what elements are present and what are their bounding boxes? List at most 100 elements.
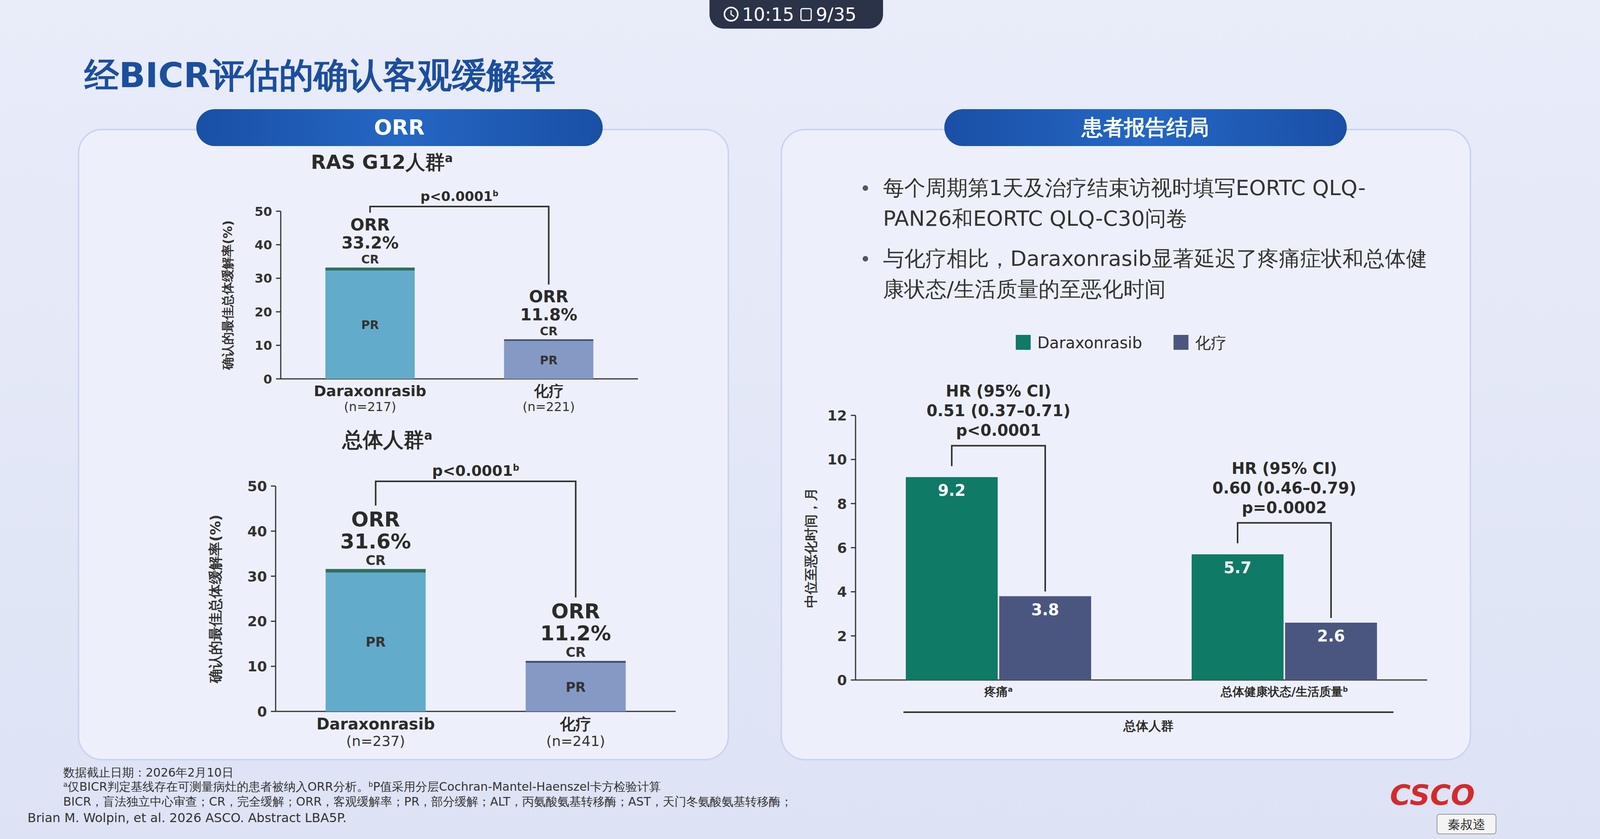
y-tick [276,311,281,313]
background [0,0,1600,839]
y-tick [270,485,276,487]
x-tick-label: 化疗 [533,382,564,400]
note-mark: a [444,151,453,165]
segment-label: CR [565,644,586,661]
note-mark: b [368,780,374,789]
y-axis-title: 中位至恶化时间，月 [802,487,819,608]
hr-annotation: HR (95% CI) [1231,459,1338,478]
left-panel [78,129,729,760]
p-value: p<0.0001b [420,188,499,205]
legend-label: Daraxonrasib [1037,333,1143,352]
y-tick [850,635,856,637]
right-header-pill [944,109,1347,147]
hr-annotation: 0.60 (0.46–0.79) [1212,479,1357,498]
bullet-dot [862,256,869,262]
x-tick-sublabel: (n=217) [343,399,397,415]
bar-segment [525,662,626,712]
bullet-text: 每个周期第1天及治疗结束访视时填写EORTC QLQ-PAN26和EORTC Q… [883,175,1366,231]
hr-annotation: 0.51 (0.37–0.71) [926,401,1071,420]
chart-title: RAS G12人群a [310,150,454,174]
y-tick-label: 40 [254,237,273,253]
y-tick [276,244,281,246]
data-label: 3.8 [1031,600,1060,619]
chart-title: 总体人群a [341,427,433,452]
note-mark: b [512,462,520,473]
y-tick-label: 10 [827,451,847,468]
segment-label: PR [565,679,586,695]
hr-annotation: HR (95% CI) [945,382,1052,401]
bar [905,477,998,681]
y-tick-label: 4 [837,583,847,600]
y-tick [850,458,856,461]
text-run: P值采用分层Cochran-Mantel-Haenszel卡方检验计算 [373,779,661,794]
speaker-name: 秦叔逵 [1447,817,1486,832]
slide: 10:159/35经BICR评估的确认客观缓解率ORR患者报告结局0102030… [0,0,1600,839]
segment-label: CR [539,324,558,339]
x-tick-sublabel: (n=237) [346,733,406,750]
note-mark: b [1342,685,1348,694]
y-tick [850,679,856,681]
y-tick [270,530,276,532]
x-tick-label: Daraxonrasib [316,714,436,734]
segment-label: PR [539,353,558,368]
reference: Brian M. Wolpin, et al. 2026 ASCO. Abstr… [27,810,347,826]
y-tick [270,665,276,668]
timer-page: 9/35 [815,3,857,26]
clock-hands [731,10,735,17]
total-label: 11.2% [540,621,611,646]
page: 10:159/35经BICR评估的确认客观缓解率ORR患者报告结局0102030… [0,0,1600,839]
x-tick-label: Daraxonrasib [313,382,427,400]
data-label: 2.6 [1317,627,1346,646]
significance-bracket [370,206,549,285]
legend-label: 化疗 [1195,333,1227,352]
y-tick [850,502,856,505]
hr-bracket [951,445,1046,592]
group-line [903,711,1394,714]
y-tick [276,344,281,346]
note-mark: a [63,780,68,789]
y-tick [270,575,276,577]
bullet: 每个周期第1天及治疗结束访视时填写EORTC QLQ-PAN26和EORTC Q… [862,172,1429,235]
left-header-pill [196,109,603,147]
bar [999,596,1092,681]
timer-pill [709,0,884,29]
x-tick-label: 总体健康状态/生活质量b [1220,684,1348,699]
note-mark: a [1007,685,1013,694]
group-label: 总体人群 [1122,718,1174,734]
marks [325,568,626,712]
total-name: ORR [351,507,401,532]
footnote: 数据截止日期：2026年2月10日 [63,765,234,780]
x-tick-label: 化疗 [559,714,592,734]
y-axis-title: 确认的最佳总体缓解率(%) [220,220,236,371]
total-name: ORR [551,599,600,624]
timer-time: 10:15 [742,3,795,26]
y-tick-label: 40 [247,523,267,540]
y-axis [275,486,277,712]
x-tick-label: 疼痛a [983,684,1013,699]
bullet-text: 与化疗相比，Daraxonrasib显著延迟了疼痛症状和总体健康状态/生活质量的… [883,246,1428,302]
page-icon [800,8,812,21]
y-tick-label: 50 [254,204,273,220]
y-tick-label: 10 [254,338,273,353]
y-tick-label: 50 [247,478,267,495]
y-tick-label: 2 [837,628,847,645]
x-tick-sublabel: (n=241) [546,733,606,750]
bar-segment [504,340,594,379]
text-run: 仅BICR判定基线存在可测量病灶的患者被纳入ORR分析。 [67,779,369,794]
y-tick-label: 0 [257,703,267,720]
segment-label: PR [361,318,379,332]
y-tick [850,547,856,549]
marks [325,267,594,379]
data-label: 9.2 [938,481,966,500]
data-label: 5.7 [1223,558,1252,577]
bullet: 与化疗相比，Daraxonrasib显著延迟了疼痛症状和总体健康状态/生活质量的… [862,243,1429,305]
slide-title: 经BICR评估的确认客观缓解率 [83,54,556,96]
note-mark: a [424,428,433,443]
y-tick-label: 30 [247,568,267,585]
hr-annotation: p<0.0001 [956,421,1042,440]
bar-segment [325,267,416,271]
hr-bracket [1237,522,1332,619]
bar-segment [325,572,426,712]
segment-label: PR [365,634,386,650]
y-axis [280,211,282,379]
